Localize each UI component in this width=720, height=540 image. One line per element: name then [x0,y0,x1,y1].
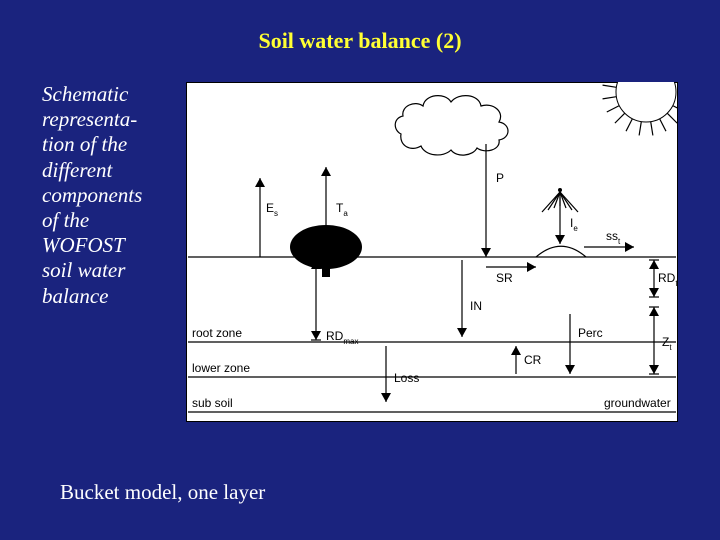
svg-text:sub soil: sub soil [192,396,233,410]
tree-icon [290,225,362,269]
cloud-icon [395,96,508,155]
svg-text:Ie: Ie [570,216,578,233]
side-caption: Schematicrepresenta-tion of thedifferent… [42,82,182,309]
svg-text:SR: SR [496,271,513,285]
svg-text:RDmax: RDmax [326,329,358,346]
svg-text:CR: CR [524,353,542,367]
svg-text:groundwater: groundwater [604,396,671,410]
diagram-svg: root zone lower zone sub soil groundwater Es… [186,82,678,422]
svg-text:P: P [496,171,504,185]
svg-text:RDt: RDt [658,271,678,288]
footnote: Bucket model, one layer [60,480,265,505]
svg-text:IN: IN [470,299,482,313]
svg-text:Es: Es [266,201,278,218]
svg-text:lower zone: lower zone [192,361,250,375]
slide-title: Soil water balance (2) [0,28,720,54]
svg-text:Ta: Ta [336,201,348,218]
slide: Soil water balance (2) Schematicrepresen… [0,0,720,540]
svg-text:Zt: Zt [662,335,672,352]
soil-water-balance-diagram: root zone lower zone sub soil groundwater Es… [186,82,678,422]
svg-text:sst: sst [606,229,621,246]
svg-text:root zone: root zone [192,326,242,340]
svg-text:Loss: Loss [394,371,419,385]
svg-text:Perc: Perc [578,326,603,340]
